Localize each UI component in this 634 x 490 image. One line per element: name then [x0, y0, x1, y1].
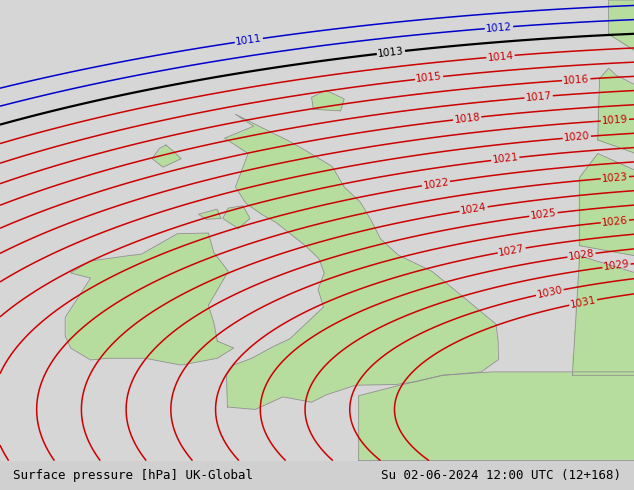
Text: 1021: 1021: [491, 152, 519, 165]
Text: 1023: 1023: [602, 172, 628, 184]
Text: 1016: 1016: [563, 74, 590, 86]
Text: 1017: 1017: [525, 91, 552, 103]
Text: 1030: 1030: [536, 285, 564, 300]
Text: 1026: 1026: [601, 215, 628, 227]
Text: 1013: 1013: [377, 46, 404, 59]
Text: 1018: 1018: [453, 112, 481, 125]
Text: 1019: 1019: [602, 114, 628, 126]
Text: Surface pressure [hPa] UK-Global: Surface pressure [hPa] UK-Global: [13, 469, 253, 482]
Text: 1029: 1029: [603, 259, 630, 272]
Text: 1031: 1031: [569, 295, 597, 310]
Text: 1024: 1024: [460, 202, 488, 216]
Text: 1025: 1025: [530, 208, 557, 221]
Text: 1028: 1028: [567, 248, 595, 262]
Text: 1015: 1015: [415, 72, 443, 84]
Text: 1012: 1012: [486, 22, 512, 34]
Text: 1027: 1027: [498, 243, 526, 258]
Text: 1011: 1011: [235, 33, 262, 47]
Text: 1014: 1014: [487, 50, 514, 63]
Text: Su 02-06-2024 12:00 UTC (12+168): Su 02-06-2024 12:00 UTC (12+168): [381, 469, 621, 482]
Text: 1022: 1022: [422, 176, 450, 191]
Text: 1020: 1020: [564, 131, 590, 143]
